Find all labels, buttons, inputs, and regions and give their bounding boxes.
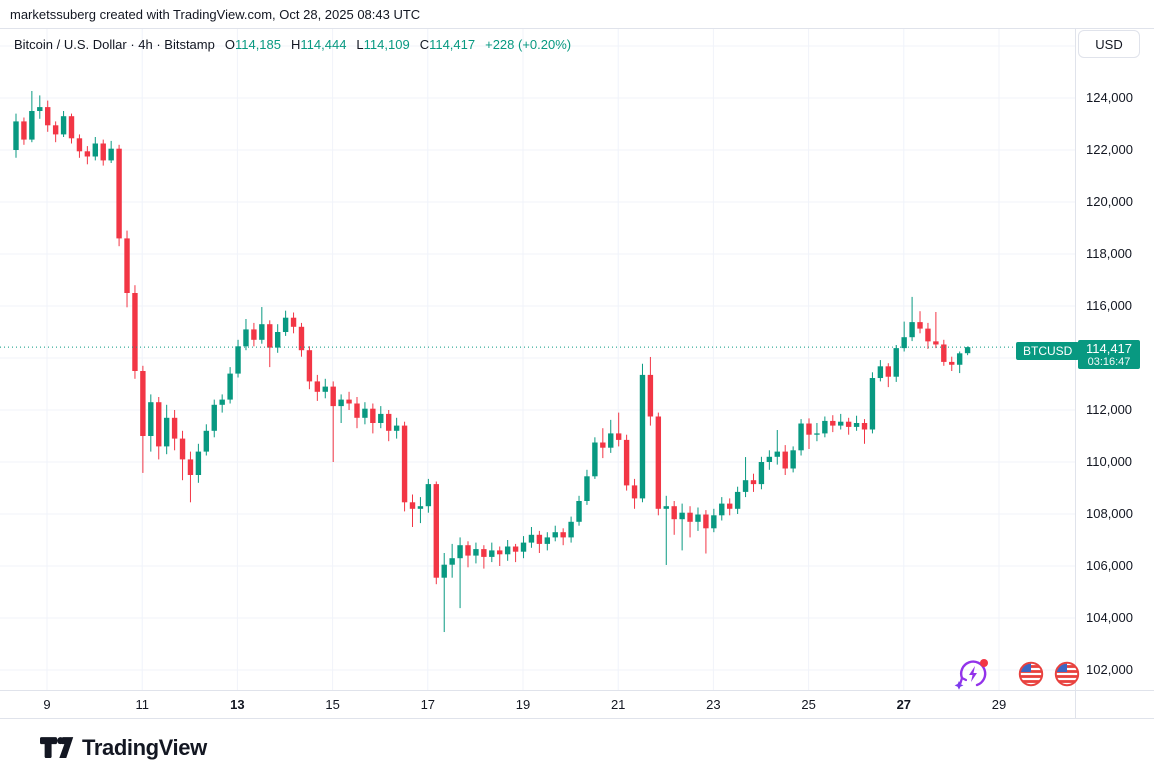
price-axis-label: 120,000 <box>1086 194 1133 209</box>
legend-symbol-title: Bitcoin / U.S. Dollar · 4h · Bitstamp <box>14 37 215 52</box>
legend-close-label: C <box>419 37 430 52</box>
price-axis-label: 106,000 <box>1086 558 1133 573</box>
time-axis-label: 17 <box>420 697 436 712</box>
legend-open-value: 114,185 <box>234 37 281 52</box>
time-axis-label: 21 <box>610 697 626 712</box>
tradingview-logo-icon[interactable] <box>40 735 74 761</box>
ai-refresh-event-icon[interactable] <box>954 659 988 690</box>
price-axis-label: 102,000 <box>1086 662 1133 677</box>
grid <box>0 29 1075 690</box>
currency-unit-button[interactable]: USD <box>1078 30 1140 58</box>
legend-high-value: 114,444 <box>300 37 347 52</box>
attribution-text: marketssuberg created with TradingView.c… <box>10 6 421 22</box>
time-axis-label: 9 <box>43 697 51 712</box>
chart-legend: Bitcoin / U.S. Dollar · 4h · Bitstamp O 11… <box>14 36 571 53</box>
legend-high-label: H <box>291 37 301 52</box>
price-axis-label: 110,000 <box>1086 454 1133 469</box>
price-axis-label: 116,000 <box>1086 298 1133 313</box>
legend-change-value: +228 (+0.20%) <box>485 37 572 52</box>
legend-low-value: 114,109 <box>363 37 410 52</box>
time-axis-label: 29 <box>991 697 1007 712</box>
time-axis-label: 13 <box>230 697 245 712</box>
us-flag-event-icon[interactable] <box>1018 661 1044 687</box>
time-axis-label: 11 <box>135 697 149 712</box>
time-axis-label: 23 <box>706 697 721 712</box>
price-axis-label: 112,000 <box>1086 402 1133 417</box>
price-line-symbol-flag: BTCUSD <box>1016 342 1080 360</box>
time-axis-label: 19 <box>515 697 531 712</box>
event-marker-icons[interactable] <box>954 659 1080 690</box>
price-axis-label: 124,000 <box>1086 90 1133 105</box>
price-axis-label: 118,000 <box>1086 246 1133 261</box>
price-axis-label: 108,000 <box>1086 506 1133 521</box>
candles-series <box>13 90 971 633</box>
bar-countdown: 03:16:47 <box>1087 355 1131 368</box>
last-price-badge: 114,417 03:16:47 <box>1078 340 1140 369</box>
chart-pane[interactable]: Bitcoin / U.S. Dollar · 4h · Bitstamp O 11… <box>0 29 1154 718</box>
legend-open-label: O <box>224 37 235 52</box>
us-flag-event-icon-2[interactable] <box>1054 661 1080 687</box>
time-axis-label: 15 <box>325 697 340 712</box>
legend-close-value: 114,417 <box>429 37 476 52</box>
last-price-value: 114,417 <box>1085 340 1133 356</box>
candlestick-chart-canvas[interactable] <box>0 29 1154 718</box>
attribution-bar: marketssuberg created with TradingView.c… <box>0 0 1154 29</box>
footer-bar: TradingView <box>0 718 1154 776</box>
price-axis-label: 104,000 <box>1086 610 1133 625</box>
time-axis-label: 27 <box>896 697 912 712</box>
time-axis-label: 25 <box>801 697 816 712</box>
legend-low-label: L <box>356 37 364 52</box>
price-axis-label: 122,000 <box>1086 142 1133 157</box>
tradingview-logo-text[interactable]: TradingView <box>82 734 207 760</box>
